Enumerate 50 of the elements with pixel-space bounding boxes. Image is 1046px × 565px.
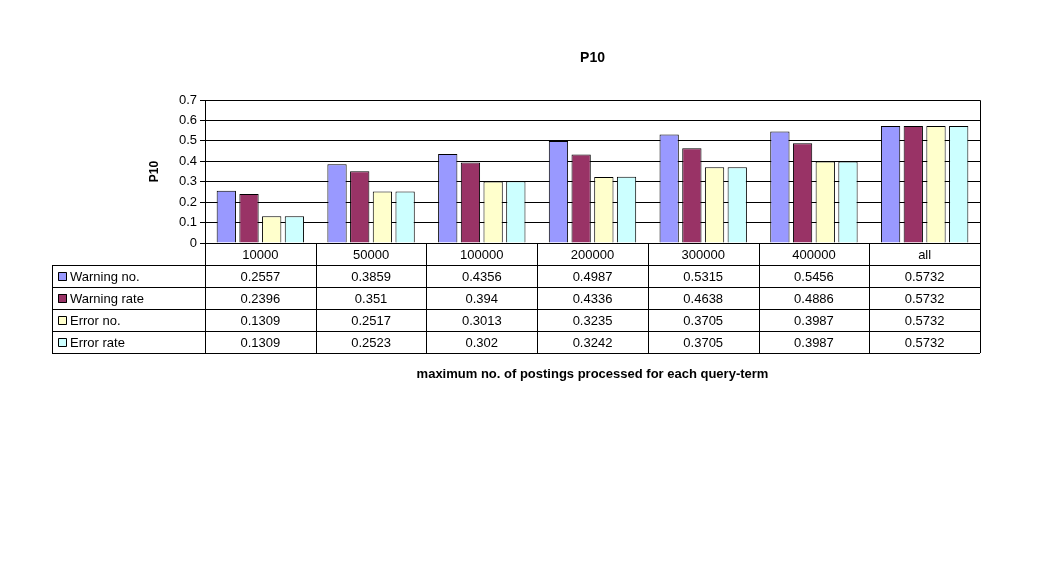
data-label: 0.5732 (904, 290, 945, 306)
data-label: 0.3987 (794, 334, 834, 350)
data-label: 0.4356 (461, 268, 502, 284)
data-label: 0.4987 (572, 268, 613, 284)
data-label: 0.5732 (904, 334, 945, 350)
x-tick-label: 400000 (792, 246, 836, 262)
data-label: 0.1309 (240, 312, 281, 328)
legend-label: Warning rate (70, 290, 144, 306)
data-label: 0.4638 (683, 290, 724, 306)
y-tick-label: 0.7 (178, 91, 197, 107)
y-tick-label: 0.2 (178, 193, 197, 209)
data-label: 0.394 (465, 290, 499, 306)
y-tick-label: 0.5 (178, 132, 197, 148)
data-label: 0.1309 (240, 334, 281, 350)
y-tick-label: 0.1 (178, 214, 197, 230)
y-axis-title: P10 (147, 160, 162, 183)
legend-label: Error rate (70, 334, 125, 350)
y-tick-label: 0 (189, 234, 197, 250)
y-tick-label: 0.3 (178, 173, 197, 189)
data-label: 0.2557 (240, 268, 281, 284)
data-label: 0.2523 (351, 334, 391, 350)
x-tick-label: 300000 (681, 246, 725, 262)
data-label: 0.5732 (904, 268, 945, 284)
legend-label: Error no. (70, 312, 121, 328)
data-label: 0.3987 (794, 312, 834, 328)
x-tick-label: 200000 (570, 246, 615, 262)
chart-title: P10 (580, 48, 606, 65)
x-tick-label: 100000 (460, 246, 504, 262)
data-label: 0.4336 (572, 290, 613, 306)
data-label: 0.5456 (794, 268, 834, 284)
x-tick-label: 50000 (352, 246, 390, 262)
legend-label: Warning no. (70, 268, 140, 284)
y-tick-label: 0.6 (178, 112, 197, 128)
x-tick-label: 10000 (242, 246, 279, 262)
data-label: 0.351 (354, 290, 388, 306)
x-tick-label: all (918, 246, 932, 262)
data-label: 0.3242 (572, 334, 613, 350)
data-label: 0.4886 (794, 290, 834, 306)
data-label: 0.2396 (240, 290, 281, 306)
data-label: 0.3013 (461, 312, 502, 328)
data-label: 0.3859 (351, 268, 391, 284)
data-label: 0.3235 (572, 312, 613, 328)
text: maximum no. of postings processed for each query-term (416, 365, 769, 381)
data-label: 0.5315 (683, 268, 724, 284)
data-label: 0.3705 (683, 312, 724, 328)
y-tick-label: 0.4 (178, 152, 197, 168)
data-label: 0.3705 (683, 334, 724, 350)
data-label: 0.2517 (351, 312, 391, 328)
data-label: 0.302 (465, 334, 499, 350)
data-label: 0.5732 (904, 312, 945, 328)
